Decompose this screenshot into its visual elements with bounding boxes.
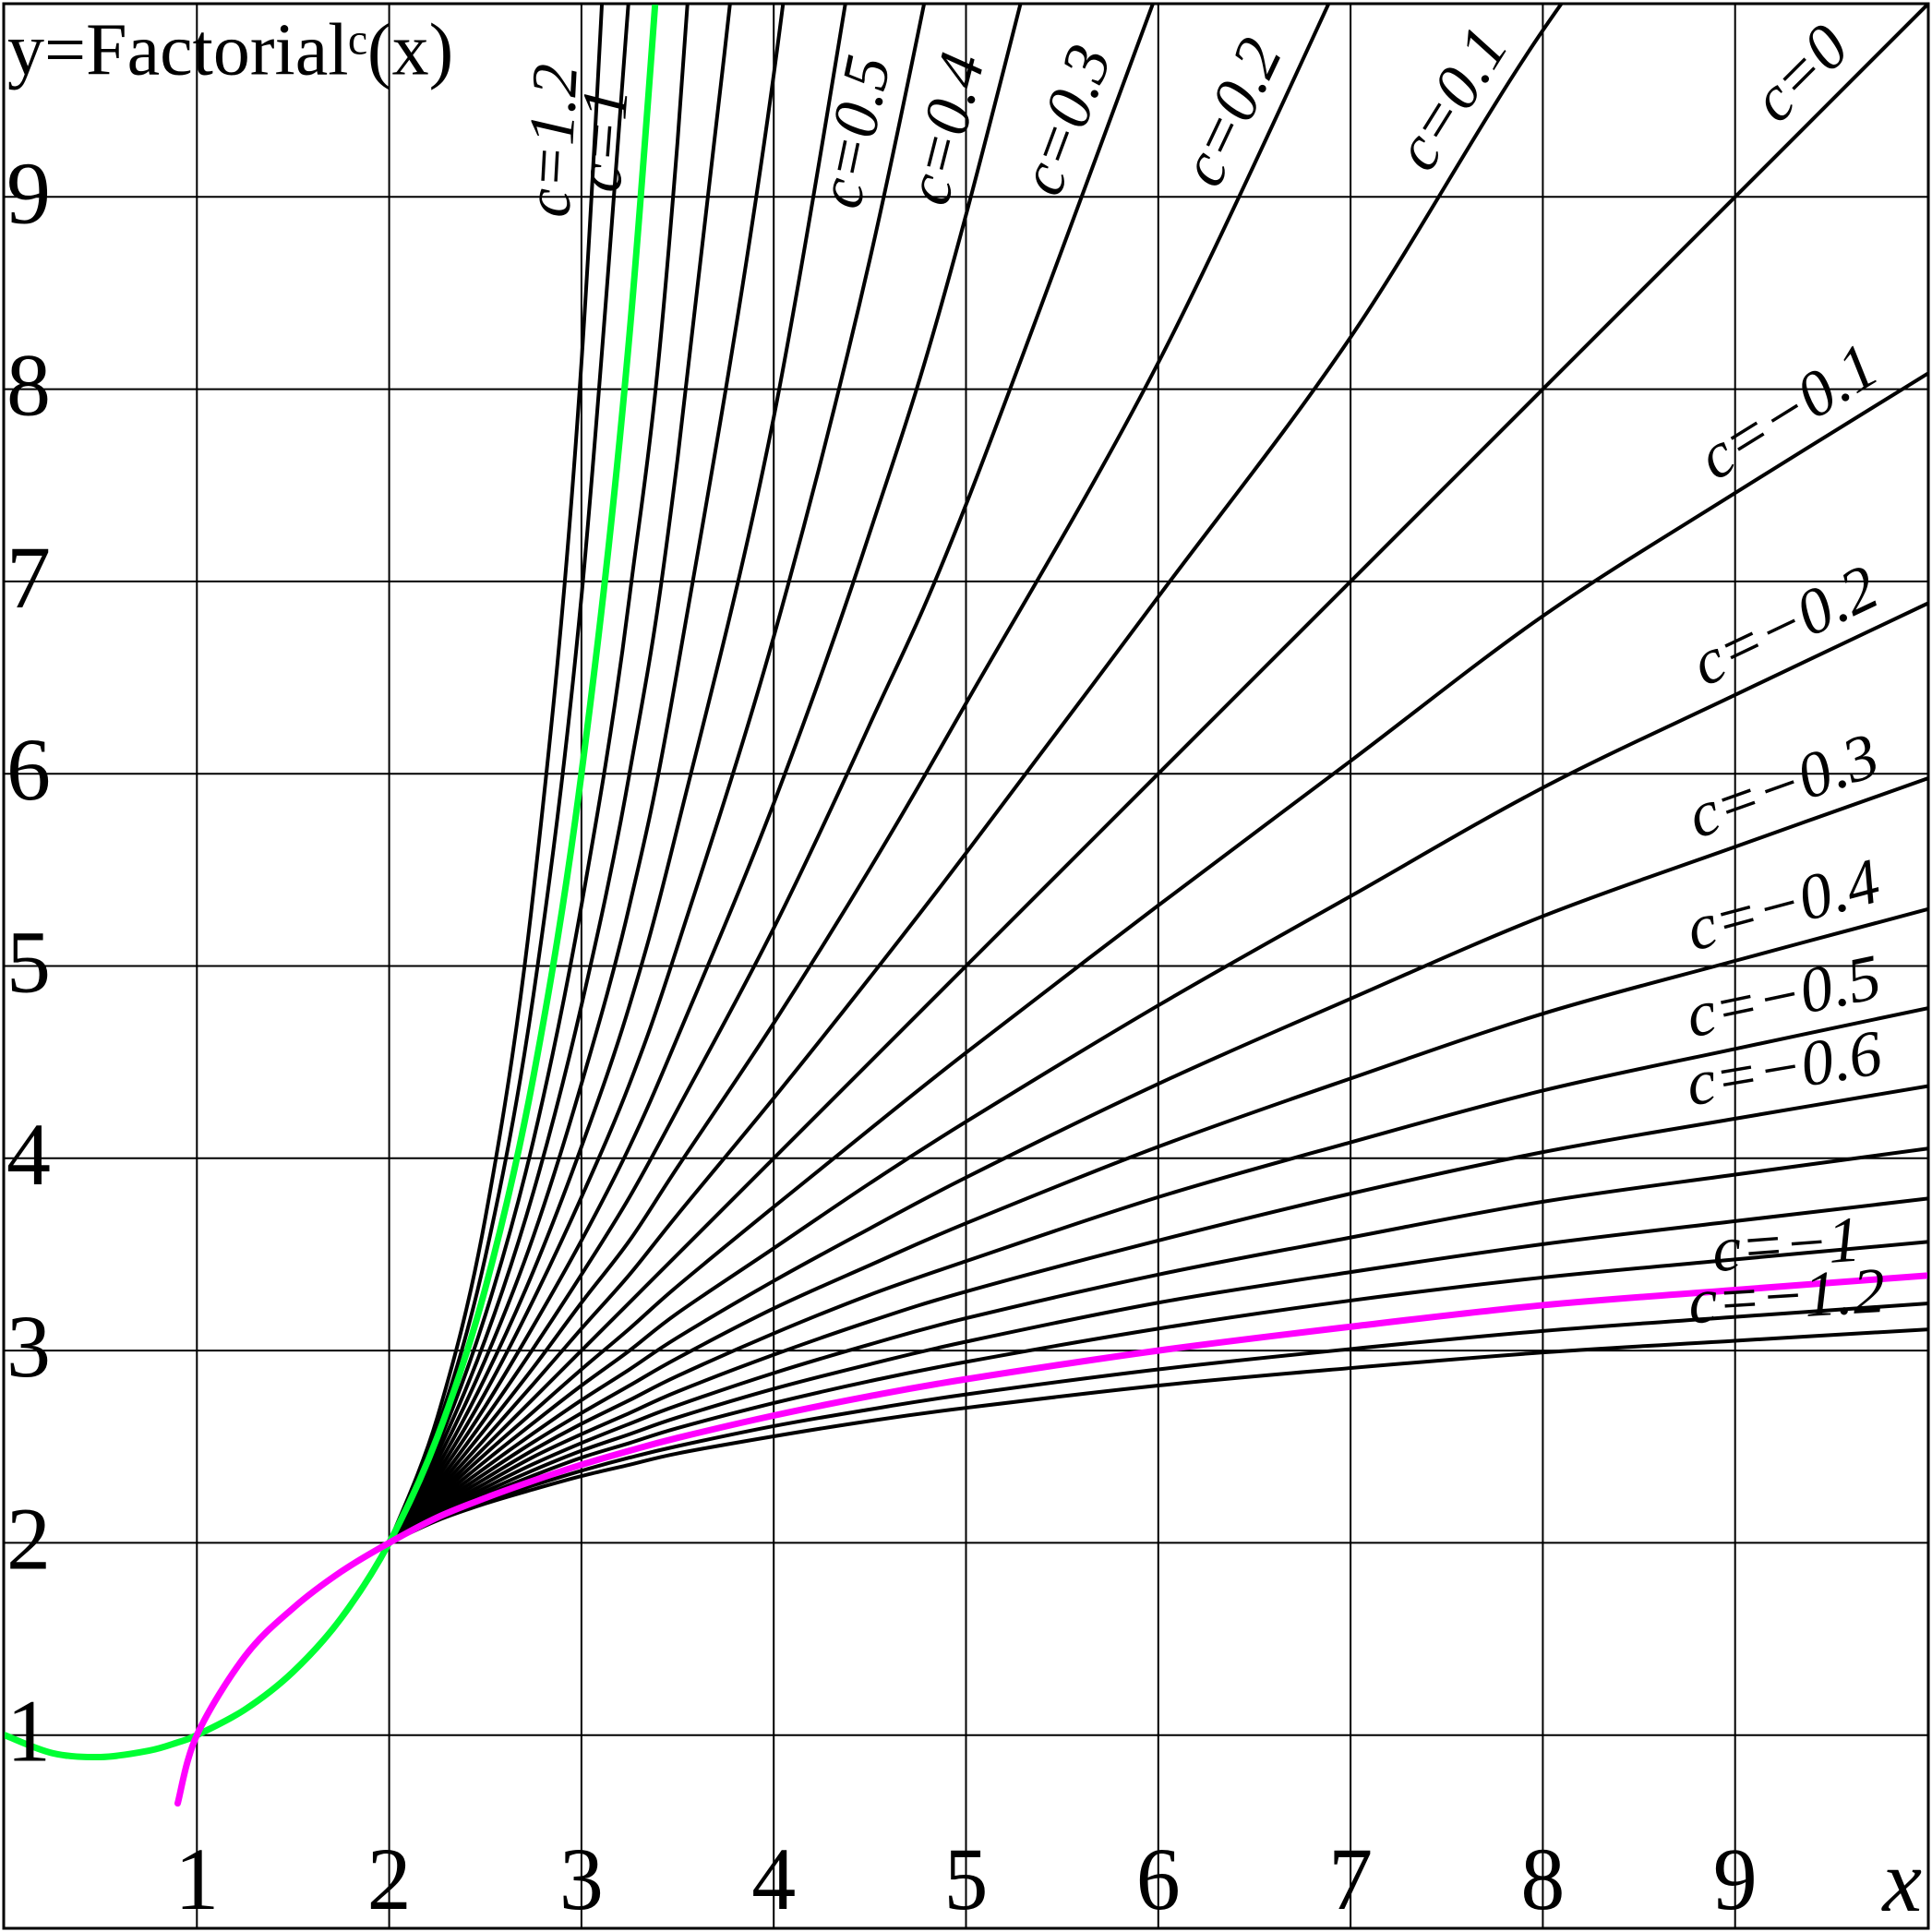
y-tick-label: 3 — [6, 1297, 51, 1396]
series-line — [387, 1327, 1927, 1545]
y-tick-label: 2 — [6, 1489, 51, 1588]
series-label: c=1.2 — [512, 63, 592, 220]
series-line — [387, 5, 690, 1545]
series-line — [387, 5, 926, 1545]
x-tick-label: 6 — [1136, 1830, 1181, 1928]
series-line — [387, 1196, 1927, 1545]
series-line — [387, 601, 1927, 1545]
series-label: c=−1.2 — [1686, 1255, 1887, 1338]
series-line — [387, 5, 1155, 1545]
y-tick-label: 9 — [6, 143, 51, 242]
x-tick-label: 2 — [367, 1830, 412, 1928]
texts: y=Factorialᶜ(x) x 1 2 3 4 5 6 7 8 9 1 2 3 4 5 6 7 8 9 c=1.… — [6, 9, 1922, 1930]
series-line — [387, 371, 1927, 1545]
y-tick-label: 5 — [6, 913, 51, 1012]
series-line — [387, 5, 1564, 1545]
series-line — [387, 5, 786, 1545]
series-line — [387, 1006, 1927, 1545]
x-tick-label: 8 — [1520, 1830, 1565, 1928]
series-line — [387, 1302, 1927, 1545]
y-tick-label: 4 — [6, 1105, 51, 1204]
y-tick-label: 6 — [6, 720, 51, 819]
chart-title: y=Factorialᶜ(x) — [7, 9, 453, 90]
series-line — [174, 1272, 1927, 1807]
series-line — [387, 1240, 1927, 1545]
series-line — [387, 5, 1331, 1545]
x-tick-label: 9 — [1713, 1830, 1758, 1928]
y-tick-label: 1 — [6, 1682, 51, 1781]
x-tick-label: 4 — [751, 1830, 796, 1928]
series-line — [387, 5, 1927, 1545]
x-tick-label: 3 — [559, 1830, 604, 1928]
grid — [5, 5, 1927, 1927]
series-line — [387, 5, 732, 1545]
x-axis-label: x — [1880, 1831, 1922, 1930]
x-tick-label: 1 — [174, 1830, 219, 1928]
x-tick-label: 7 — [1328, 1830, 1373, 1928]
x-tick-label: 5 — [944, 1830, 989, 1928]
y-tick-label: 7 — [6, 528, 51, 627]
curves — [5, 5, 1927, 1807]
y-tick-label: 8 — [6, 336, 51, 435]
series-line — [387, 5, 1023, 1545]
series-label: c=−1 — [1710, 1204, 1863, 1286]
series-line — [387, 5, 847, 1545]
series-line — [387, 1084, 1927, 1545]
series-line — [387, 1146, 1927, 1545]
series-line — [5, 5, 659, 1761]
series-line — [387, 5, 630, 1545]
series-line — [387, 776, 1927, 1545]
series-line — [387, 5, 605, 1545]
series-line — [387, 907, 1927, 1545]
series-label: c=1 — [564, 85, 642, 195]
